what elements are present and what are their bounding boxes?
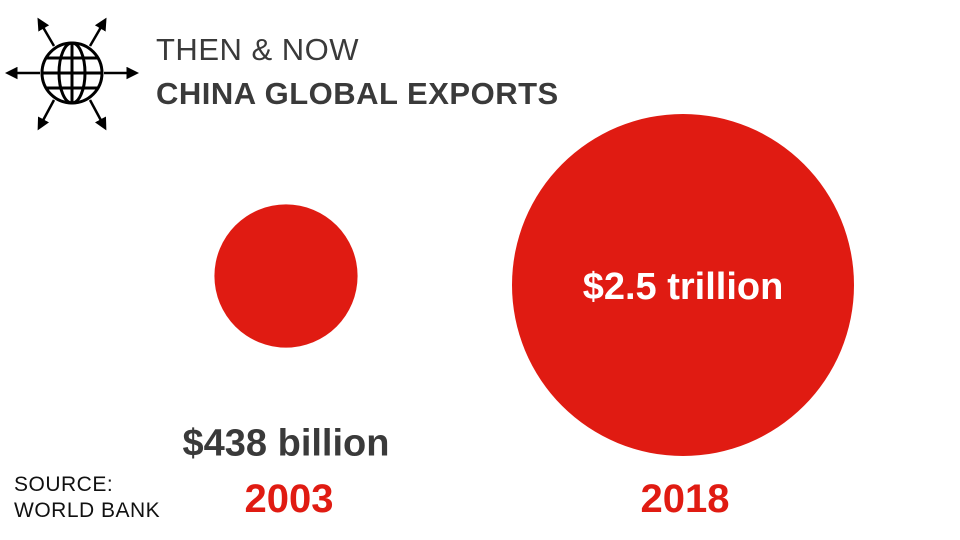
bubble-2018 bbox=[512, 114, 854, 456]
chart-title: CHINA GLOBAL EXPORTS bbox=[156, 76, 559, 111]
year-label-2003: 2003 bbox=[245, 477, 334, 521]
globe-with-arrows-icon bbox=[5, 17, 139, 131]
bubble-2003 bbox=[214, 204, 358, 348]
value-label-2003: $438 billion bbox=[183, 423, 390, 465]
value-label-2018: $2.5 trillion bbox=[583, 266, 784, 308]
year-label-2018: 2018 bbox=[641, 477, 730, 521]
source-label: SOURCE: bbox=[14, 473, 114, 496]
source-name: WORLD BANK bbox=[14, 499, 161, 522]
chart-subtitle: THEN & NOW bbox=[156, 32, 360, 67]
source-note: SOURCE: WORLD BANK bbox=[14, 472, 160, 524]
